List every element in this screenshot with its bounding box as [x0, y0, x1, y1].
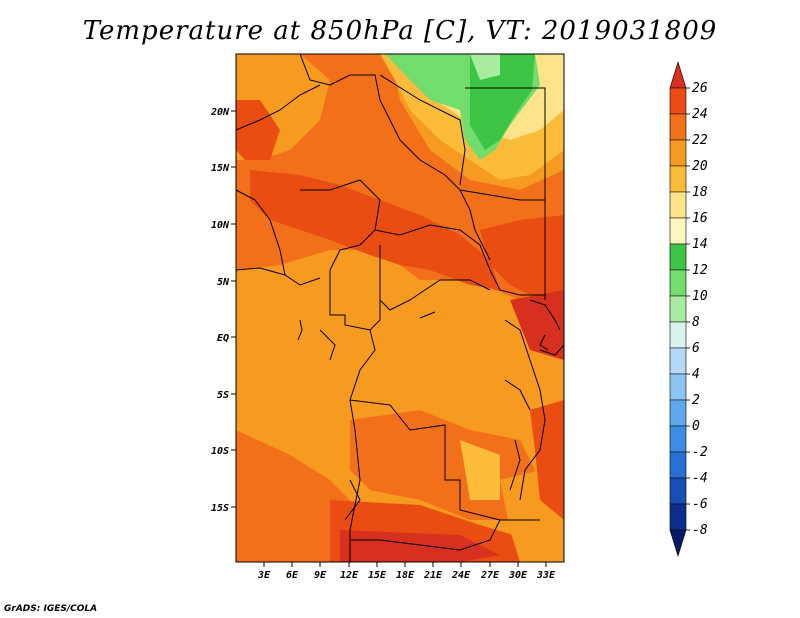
- lon-label-7: 24E: [451, 570, 471, 581]
- map-title: Temperature at 850hPa [C], VT: 201903180…: [82, 16, 718, 46]
- colorbar-label-12: 2: [692, 393, 700, 408]
- colorbar-label-17: -8: [692, 523, 708, 538]
- colorbar-segment: [669, 373, 687, 401]
- lon-ticks: [263, 562, 547, 567]
- colorbar-segment: [669, 529, 687, 558]
- colorbar-label-10: 6: [692, 341, 700, 356]
- country-borders: [236, 54, 564, 562]
- lon-label-0: 3E: [257, 570, 271, 581]
- lat-label-7: 15S: [211, 503, 229, 514]
- colorbar-segment: [669, 477, 687, 505]
- colorbar: [669, 60, 690, 558]
- lon-label-6: 21E: [423, 570, 443, 581]
- colorbar-label-1: 24: [692, 107, 708, 122]
- colorbar-label-11: 4: [692, 367, 700, 382]
- colorbar-label-8: 10: [692, 289, 708, 304]
- colorbar-segment: [669, 425, 687, 453]
- colorbar-label-7: 12: [692, 263, 708, 278]
- colorbar-segment: [669, 503, 687, 531]
- colorbar-label-0: 26: [692, 81, 708, 96]
- colorbar-segment: [669, 451, 687, 479]
- lat-label-3: 5N: [217, 277, 230, 288]
- colorbar-segment: [669, 191, 687, 219]
- colorbar-labels: 26 24 22 20 18 16 14 12 10 8 6 4 2 0 -2 …: [692, 81, 708, 538]
- colorbar-segment: [669, 139, 687, 167]
- colorbar-label-16: -6: [692, 497, 708, 512]
- lat-label-0: 20N: [210, 107, 230, 118]
- colorbar-label-6: 14: [692, 237, 708, 252]
- lat-label-1: 15N: [211, 163, 230, 174]
- lat-label-5: 5S: [217, 390, 229, 401]
- lon-label-9: 30E: [508, 570, 528, 581]
- colorbar-segment: [669, 113, 687, 141]
- lon-label-1: 6E: [286, 570, 299, 581]
- lat-label-6: 10S: [211, 446, 229, 457]
- lon-label-2: 9E: [314, 570, 327, 581]
- map-frame: [235, 53, 565, 563]
- colorbar-label-9: 8: [692, 315, 700, 330]
- colorbar-segment: [669, 399, 687, 427]
- lat-ticks: [231, 110, 236, 508]
- lon-label-4: 15E: [368, 570, 387, 581]
- footer-credit: GrADS: IGES/COLA: [4, 604, 98, 614]
- colorbar-segment: [669, 87, 687, 115]
- colorbar-label-13: 0: [692, 419, 700, 434]
- lon-label-5: 18E: [396, 570, 415, 581]
- colorbar-label-5: 16: [692, 211, 708, 226]
- colorbar-label-3: 20: [692, 159, 708, 174]
- colorbar-segment: [669, 321, 687, 349]
- colorbar-segment: [669, 243, 687, 271]
- colorbar-label-4: 18: [692, 185, 708, 200]
- colorbar-segment: [669, 269, 687, 297]
- colorbar-segment: [669, 60, 687, 89]
- temperature-field: [236, 54, 564, 562]
- colorbar-label-15: -4: [692, 471, 708, 486]
- colorbar-segment: [669, 347, 687, 375]
- colorbar-segment: [669, 165, 687, 193]
- lon-label-10: 33E: [536, 570, 556, 581]
- lat-label-4: EQ: [217, 333, 229, 344]
- colorbar-segment: [669, 295, 687, 323]
- colorbar-label-2: 22: [692, 133, 708, 148]
- colorbar-label-14: -2: [692, 445, 708, 460]
- lat-label-2: 10N: [211, 220, 230, 231]
- lon-label-3: 12E: [340, 570, 359, 581]
- colorbar-segment: [669, 217, 687, 245]
- lon-label-8: 27E: [480, 570, 500, 581]
